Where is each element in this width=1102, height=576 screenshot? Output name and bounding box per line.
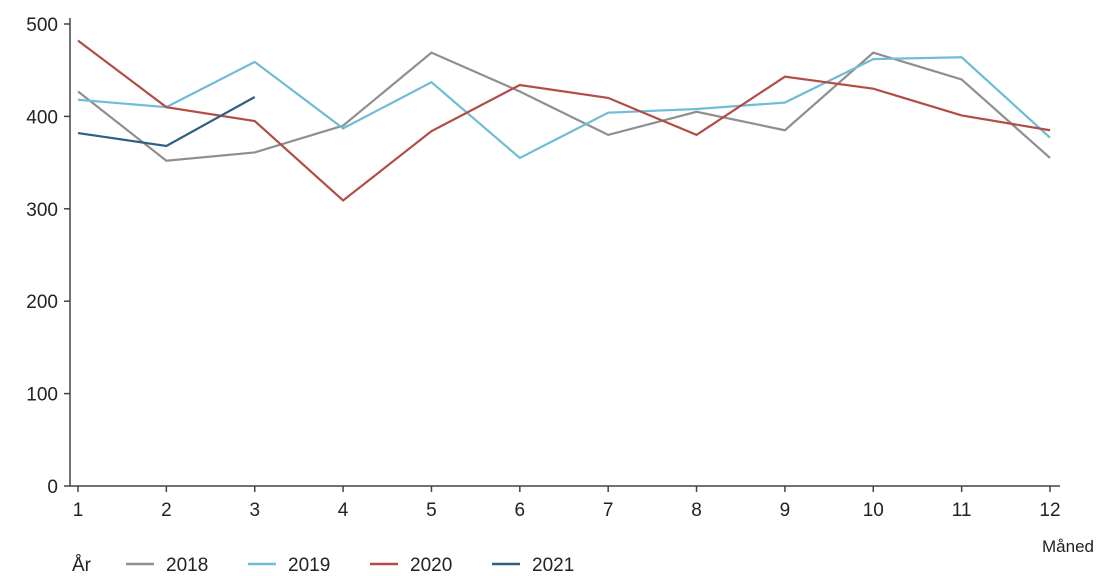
- x-tick-label: 11: [952, 500, 972, 521]
- x-tick-label: 6: [515, 500, 526, 521]
- data-point-2019-8: [695, 107, 699, 111]
- series-line-2019: [77, 56, 1051, 160]
- y-tick-label: 400: [26, 107, 58, 128]
- x-tick-label: 12: [1039, 500, 1060, 521]
- data-point-2019-11: [960, 55, 964, 59]
- data-point-2021-1: [76, 131, 80, 135]
- x-tick-label: 5: [426, 500, 437, 521]
- legend-label-2018: 2018: [166, 555, 208, 576]
- x-tick-label: 9: [780, 500, 791, 521]
- data-point-2018-6: [518, 89, 522, 93]
- legend-label-2019: 2019: [288, 555, 330, 576]
- data-point-2019-12: [1048, 136, 1052, 140]
- data-point-2018-5: [429, 51, 433, 55]
- data-point-2020-1: [76, 39, 80, 43]
- data-point-2020-10: [871, 87, 875, 91]
- x-tick-label: 3: [249, 500, 260, 521]
- series-line-2021: [77, 96, 256, 148]
- data-point-2018-3: [253, 150, 257, 154]
- data-point-2019-5: [429, 80, 433, 84]
- data-point-2019-1: [76, 98, 80, 102]
- series-line-2018: [77, 51, 1051, 162]
- data-point-2020-2: [164, 105, 168, 109]
- data-point-2020-4: [341, 198, 345, 202]
- data-point-2018-2: [164, 159, 168, 163]
- data-point-2018-10: [871, 51, 875, 55]
- data-point-2019-10: [871, 57, 875, 61]
- series-line-2020: [77, 39, 1051, 202]
- data-point-2020-5: [429, 129, 433, 133]
- data-point-2018-9: [783, 128, 787, 132]
- data-point-2019-7: [606, 111, 610, 115]
- data-point-2021-2: [164, 144, 168, 148]
- data-point-2018-11: [960, 77, 964, 81]
- data-point-2020-6: [518, 83, 522, 87]
- data-point-2020-3: [253, 119, 257, 123]
- y-tick-label: 0: [47, 477, 58, 498]
- x-axis-title: Måned: [1042, 537, 1094, 556]
- series-lines: [76, 39, 1052, 202]
- legend-label-2020: 2020: [410, 555, 452, 576]
- legend-title: År: [72, 555, 92, 576]
- x-tick-label: 7: [603, 500, 614, 521]
- data-point-2021-3: [253, 95, 257, 99]
- data-point-2019-3: [253, 60, 257, 64]
- data-point-2018-12: [1048, 156, 1052, 160]
- data-point-2019-9: [783, 101, 787, 105]
- data-point-2019-6: [518, 156, 522, 160]
- x-tick-label: 1: [73, 500, 84, 521]
- data-point-2020-12: [1048, 128, 1052, 132]
- y-tick-label: 500: [26, 15, 58, 36]
- y-tick-label: 300: [26, 200, 58, 221]
- x-tick-label: 4: [338, 500, 349, 521]
- data-point-2019-4: [341, 126, 345, 130]
- data-point-2018-7: [606, 133, 610, 137]
- y-tick-label: 100: [26, 385, 58, 406]
- data-point-2020-7: [606, 96, 610, 100]
- data-point-2020-9: [783, 75, 787, 79]
- y-tick-label: 200: [26, 292, 58, 313]
- legend: År 2018 2019 2020 2021: [72, 555, 574, 576]
- data-point-2020-8: [695, 133, 699, 137]
- legend-label-2021: 2021: [532, 555, 574, 576]
- data-point-2020-11: [960, 113, 964, 117]
- data-point-2018-1: [76, 89, 80, 93]
- x-tick-label: 8: [691, 500, 702, 521]
- x-tick-label: 2: [161, 500, 172, 521]
- x-tick-label: 10: [863, 500, 884, 521]
